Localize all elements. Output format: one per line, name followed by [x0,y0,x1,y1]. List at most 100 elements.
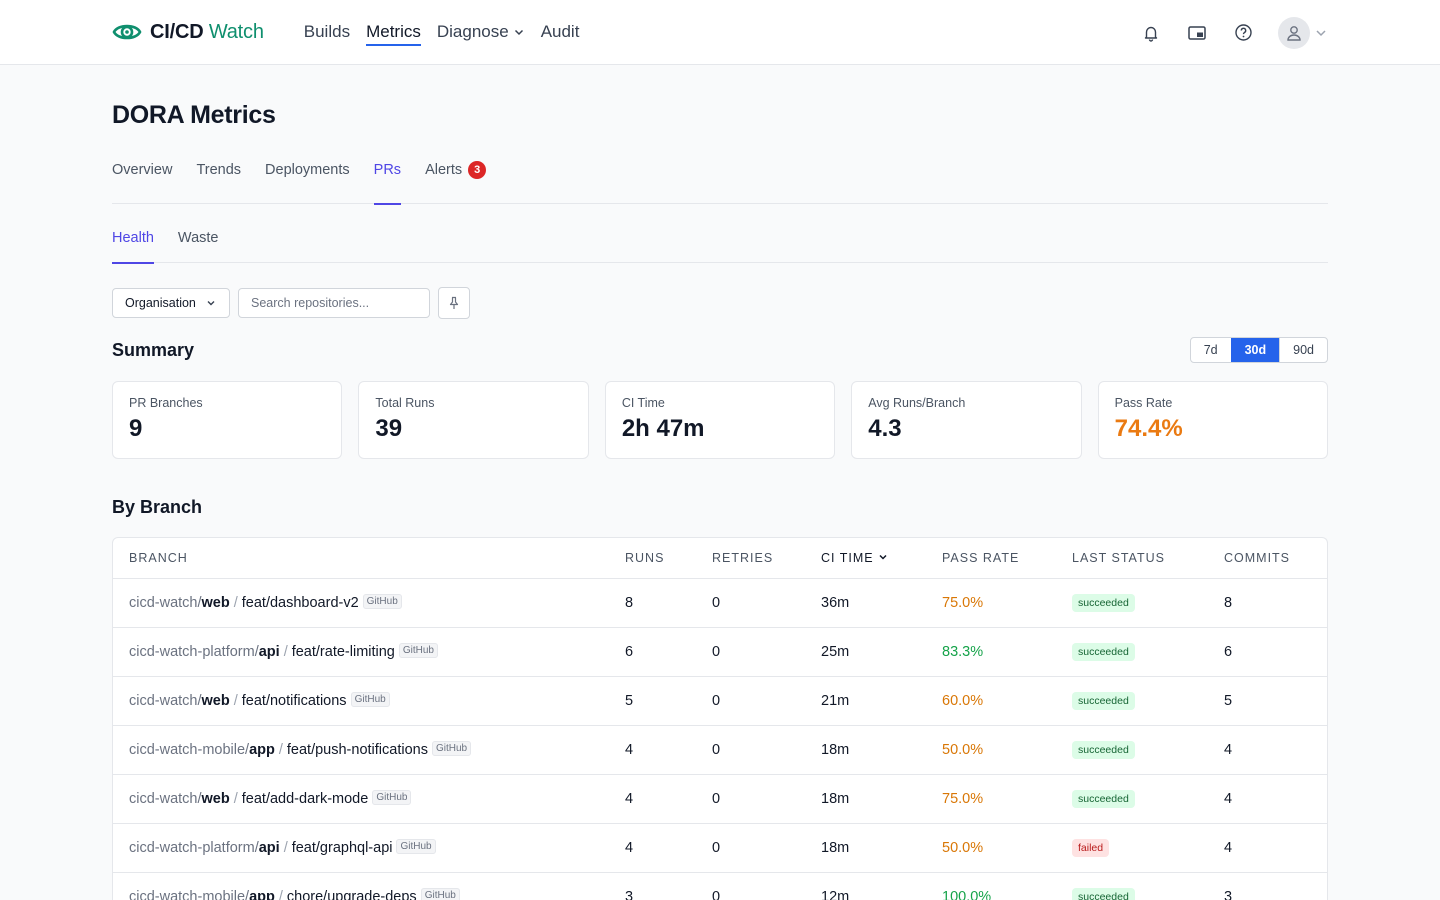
card-value: 4.3 [868,415,902,442]
column-header-pass-rate[interactable]: Pass Rate [942,538,1072,579]
commits-cell: 4 [1224,725,1327,775]
filter-bar: Organisation [112,287,1328,319]
notifications-button[interactable] [1140,22,1162,44]
user-menu[interactable] [1278,16,1328,49]
column-header-last-status[interactable]: Last Status [1072,538,1224,579]
range-30d[interactable]: 30d [1230,338,1280,362]
subtab-health[interactable]: Health [112,216,154,264]
repo-name: api [258,643,280,660]
branch-name: feat/add-dark-mode [241,790,369,807]
branch-cell[interactable]: cicd-watch/web / feat/notifications GitHub [113,676,625,726]
card-value: 74.4% [1114,415,1183,442]
repository-search-input[interactable] [238,288,430,318]
table-row[interactable]: cicd-watch-mobile/app / feat/push-notifica… [113,725,1327,775]
pass-rate-cell: 83.3% [942,627,1072,677]
repo-owner: cicd-watch-platform/ [129,643,259,660]
pass-rate-cell: 75.0% [942,578,1072,628]
last-status-cell: succeeded [1072,725,1224,775]
table-row[interactable]: cicd-watch/web / feat/notifications GitHub 5… [113,676,1327,726]
table-row[interactable]: cicd-watch/web / feat/add-dark-mode GitHub 4… [113,774,1327,824]
prs-subtabs: Health Waste [112,216,1328,264]
card-value: 2h 47m [621,415,705,442]
repo-name: web [201,790,230,807]
help-button[interactable] [1232,22,1254,44]
range-90d[interactable]: 90d [1279,338,1327,362]
brand-name-strong: CI/CD [150,20,204,43]
column-header-branch[interactable]: Branch [113,538,625,579]
repo-name: web [201,692,230,709]
brand-logo[interactable]: CI/CD Watch [112,20,264,44]
ci-time-cell: 18m [821,823,942,873]
provider-tag: GitHub [362,594,402,610]
card-label: CI Time [621,396,665,410]
nav-metrics[interactable]: Metrics [358,0,429,65]
status-badge: succeeded [1072,887,1135,900]
column-header-retries[interactable]: Retries [712,538,821,579]
card-label: Avg Runs/Branch [868,396,966,410]
ci-time-cell: 18m [821,774,942,824]
retries-cell: 0 [712,774,821,824]
repo-owner: cicd-watch-mobile/ [129,888,250,900]
alerts-count-badge: 3 [468,161,487,179]
nav-builds[interactable]: Builds [303,22,351,41]
path-separator: / [283,839,288,856]
runs-cell: 4 [625,823,712,873]
branch-name: chore/upgrade-deps [286,888,417,900]
path-separator: / [233,594,238,611]
user-icon [1287,25,1301,41]
tab-prs[interactable]: PRs [373,158,402,205]
runs-cell: 6 [625,627,712,677]
branch-cell[interactable]: cicd-watch-mobile/app / chore/upgrade-deps… [113,872,625,900]
pin-button[interactable] [438,287,470,319]
picture-in-picture-button[interactable] [1186,22,1208,44]
ci-time-cell: 36m [821,578,942,628]
table-row[interactable]: cicd-watch-platform/api / feat/graphql-api… [113,823,1327,873]
branch-cell[interactable]: cicd-watch/web / feat/add-dark-mode GitHub [113,774,625,824]
tab-alerts[interactable]: Alerts 3 [425,158,487,204]
path-separator: / [233,692,238,709]
summary-cards: PR Branches 9 Total Runs 39 CI Time 2h 4… [112,381,1329,459]
pin-icon [449,296,459,309]
range-7d[interactable]: 7d [1203,343,1218,357]
status-badge: failed [1072,838,1110,857]
status-badge: succeeded [1072,789,1135,808]
commits-cell: 4 [1224,823,1327,873]
branch-cell[interactable]: cicd-watch-mobile/app / feat/push-notifica… [113,725,625,775]
branch-cell[interactable]: cicd-watch-platform/api / feat/graphql-api… [113,823,625,873]
provider-tag: GitHub [372,790,412,806]
branch-cell[interactable]: cicd-watch-platform/api / feat/rate-limiti… [113,627,625,677]
subtab-waste[interactable]: Waste [177,230,219,246]
card-total-runs: Total Runs 39 [358,381,589,459]
pass-rate-cell: 50.0% [942,823,1072,873]
table-row[interactable]: cicd-watch-platform/api / feat/rate-limiti… [113,627,1327,677]
runs-cell: 8 [625,578,712,628]
commits-cell: 4 [1224,774,1327,824]
column-header-ci-time[interactable]: CI Time [821,538,942,579]
header-actions [1140,0,1328,65]
repo-name: web [201,594,230,611]
provider-tag: GitHub [396,839,436,855]
column-header-runs[interactable]: Runs [625,538,712,579]
tab-deployments[interactable]: Deployments [265,162,350,178]
nav-audit[interactable]: Audit [540,22,580,41]
provider-tag: GitHub [431,741,472,757]
ci-time-cell: 12m [821,872,942,900]
chevron-down-icon [514,29,523,36]
branch-cell[interactable]: cicd-watch/web / feat/dashboard-v2 GitHub [113,578,625,628]
nav-diagnose-label: Diagnose [436,22,509,41]
eye-logo-icon [112,24,142,40]
tab-overview[interactable]: Overview [112,162,173,178]
last-status-cell: succeeded [1072,578,1224,628]
table-row[interactable]: cicd-watch-mobile/app / chore/upgrade-deps… [113,872,1327,900]
nav-diagnose[interactable]: Diagnose [429,0,533,65]
organisation-select[interactable]: Organisation [112,288,230,318]
column-header-commits[interactable]: Commits [1224,538,1327,579]
card-pr-branches: PR Branches 9 [112,381,343,459]
table-row[interactable]: cicd-watch/web / feat/dashboard-v2 GitHub 8 0… [113,578,1327,628]
status-badge: succeeded [1072,691,1135,710]
card-pass-rate: Pass Rate 74.4% [1097,381,1329,459]
summary-title: Summary [112,339,195,360]
status-badge: succeeded [1072,642,1135,661]
pass-rate-cell: 100.0% [942,872,1072,900]
tab-trends[interactable]: Trends [196,162,242,178]
